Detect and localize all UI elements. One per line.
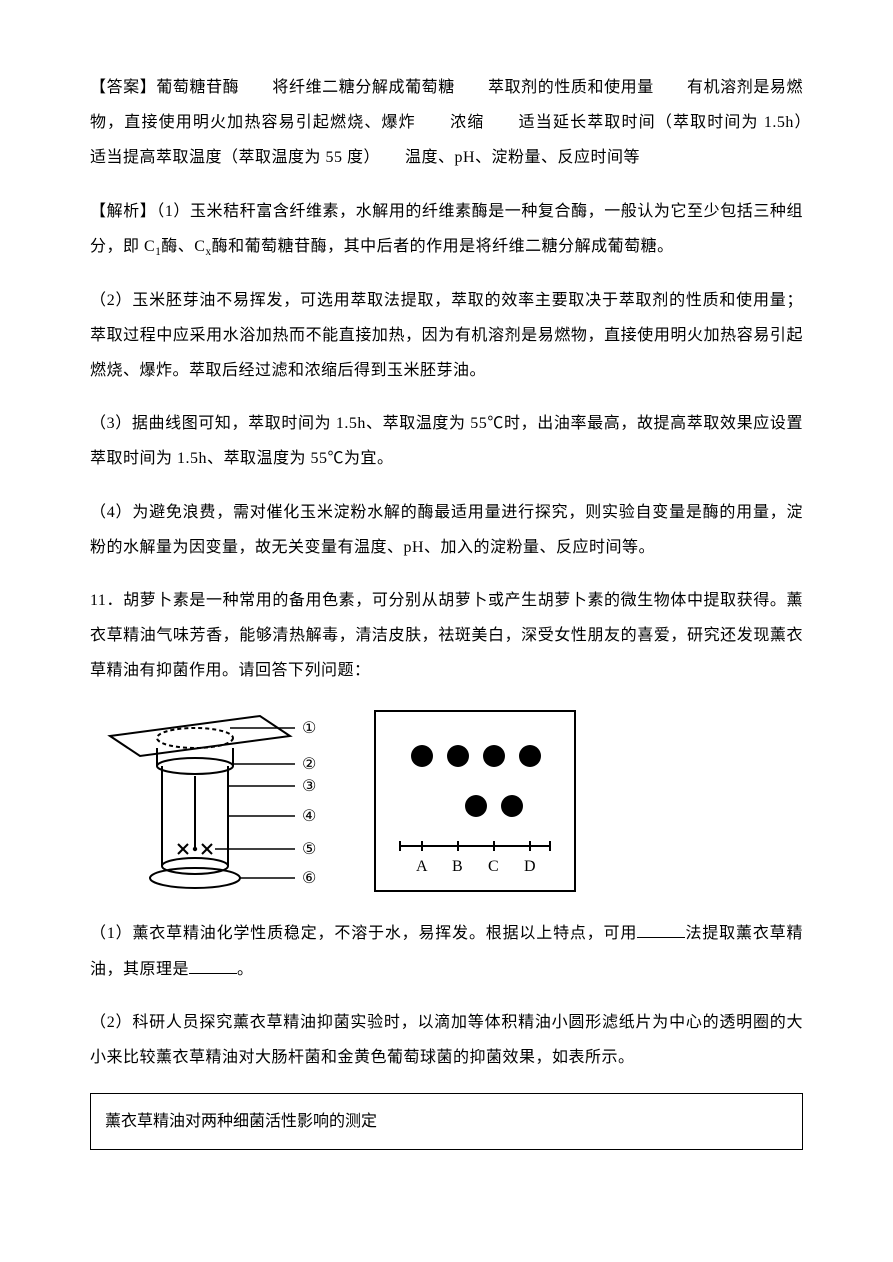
fig2-axis-b: B	[452, 858, 463, 875]
fig1-label-6: ⑥	[302, 870, 316, 887]
q11-sub1-a: （1）薰衣草精油化学性质稳定，不溶于水，易挥发。根据以上特点，可用	[90, 925, 637, 942]
table-title: 薰衣草精油对两种细菌活性影响的测定	[105, 1113, 377, 1130]
analysis-p1: 【解析】（1）玉米秸秆富含纤维素，水解用的纤维素酶是一种复合酶，一般认为它至少包…	[90, 194, 803, 265]
blank-1	[637, 921, 685, 938]
fig1-label-3: ③	[302, 778, 316, 795]
answer-label: 【答案】	[90, 79, 156, 96]
answer-block: 【答案】葡萄糖苷酶 将纤维二糖分解成葡萄糖 萃取剂的性质和使用量 有机溶剂是易燃…	[90, 70, 803, 176]
fig1-label-4: ④	[302, 808, 316, 825]
blank-2	[189, 957, 237, 974]
fig2-axis-d: D	[524, 858, 536, 875]
figure-row: ① ② ③ ④ ⑤ ⑥ A	[90, 706, 803, 896]
fig1-label-1: ①	[302, 720, 316, 737]
fig1-label-5: ⑤	[302, 841, 316, 858]
fig2-axis-c: C	[488, 858, 499, 875]
fig1-label-2: ②	[302, 756, 316, 773]
fig2-axis-a: A	[416, 858, 428, 875]
q11-sub1: （1）薰衣草精油化学性质稳定，不溶于水，易挥发。根据以上特点，可用法提取薰衣草精…	[90, 916, 803, 986]
analysis-p1-c: 酶和葡萄糖苷酶，其中后者的作用是将纤维二糖分解成葡萄糖。	[212, 238, 674, 255]
analysis-p1-b: 酶、C	[161, 238, 205, 255]
table-title-box: 薰衣草精油对两种细菌活性影响的测定	[90, 1093, 803, 1150]
answer-text: 葡萄糖苷酶 将纤维二糖分解成葡萄糖 萃取剂的性质和使用量 有机溶剂是易燃物，直接…	[90, 79, 836, 166]
q11-sub1-c: 。	[237, 961, 254, 978]
q11-sub2: （2）科研人员探究薰衣草精油抑菌实验时，以滴加等体积精油小圆形滤纸片为中心的透明…	[90, 1005, 803, 1075]
distillation-diagram: ① ② ③ ④ ⑤ ⑥	[90, 706, 340, 896]
analysis-p3: （3）据曲线图可知，萃取时间为 1.5h、萃取温度为 55℃时，出油率最高，故提…	[90, 406, 803, 476]
q11-intro: 11．胡萝卜素是一种常用的备用色素，可分别从胡萝卜或产生胡萝卜素的微生物体中提取…	[90, 583, 803, 689]
dot-plot-diagram: A B C D	[370, 706, 580, 896]
document-page: 【答案】葡萄糖苷酶 将纤维二糖分解成葡萄糖 萃取剂的性质和使用量 有机溶剂是易燃…	[0, 0, 893, 1200]
analysis-p2: （2）玉米胚芽油不易挥发，可选用萃取法提取，萃取的效率主要取决于萃取剂的性质和使…	[90, 283, 803, 389]
analysis-label: 【解析】	[90, 203, 156, 220]
analysis-p4: （4）为避免浪费，需对催化玉米淀粉水解的酶最适用量进行探究，则实验自变量是酶的用…	[90, 495, 803, 565]
